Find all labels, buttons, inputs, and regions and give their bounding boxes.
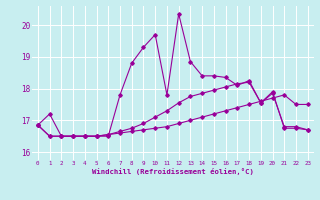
X-axis label: Windchill (Refroidissement éolien,°C): Windchill (Refroidissement éolien,°C)	[92, 168, 254, 175]
